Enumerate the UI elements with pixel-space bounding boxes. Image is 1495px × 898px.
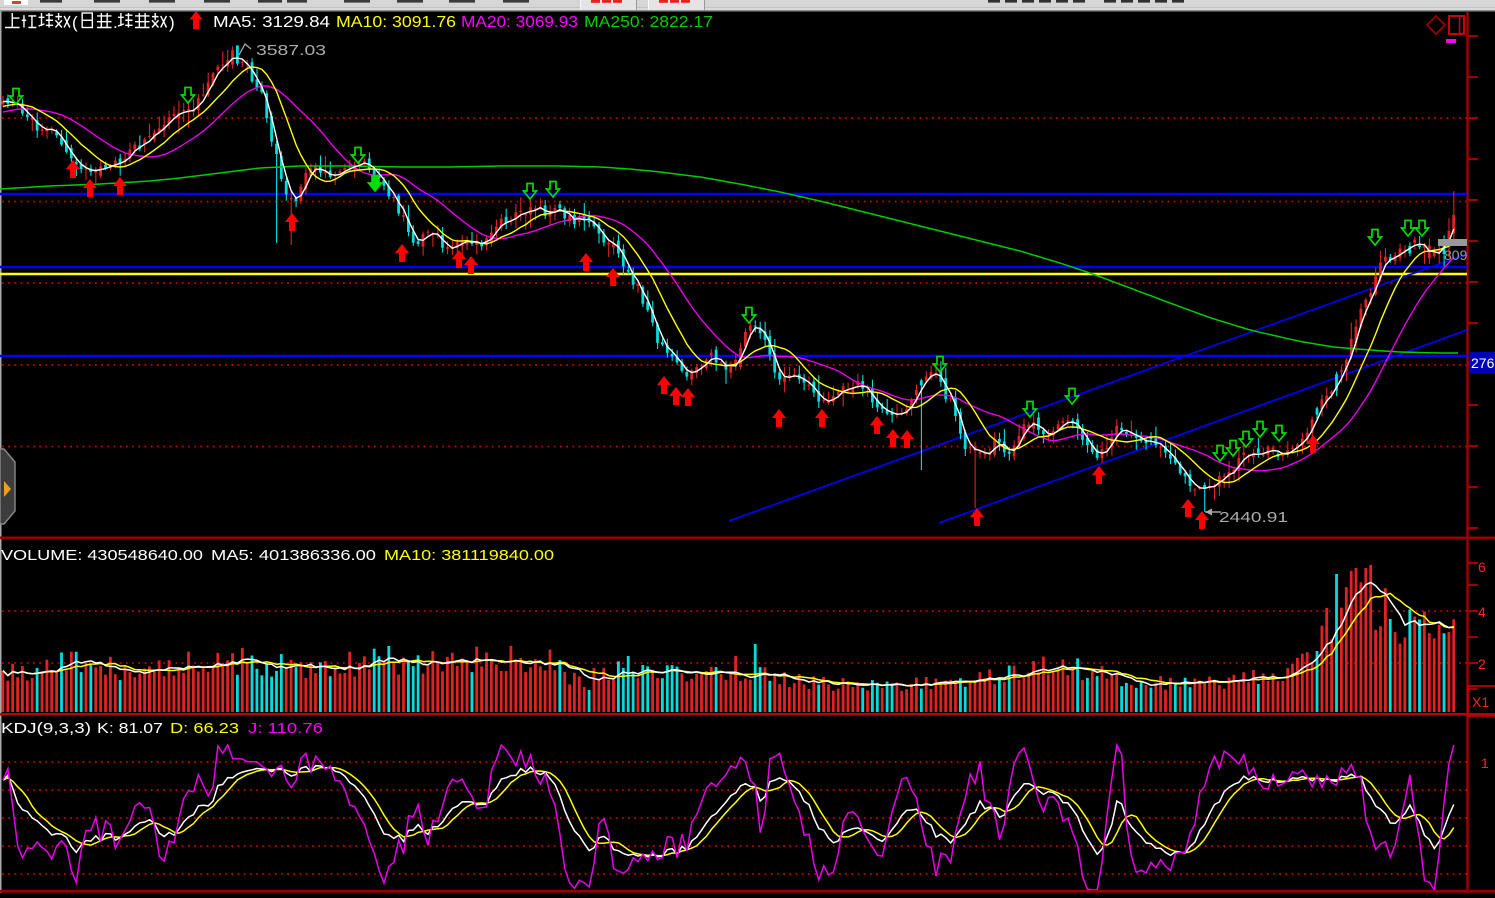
svg-text:MA5: 401386336.00: MA5: 401386336.00	[211, 547, 376, 564]
svg-text:J: 110.76: J: 110.76	[248, 720, 323, 737]
svg-text:6: 6	[1478, 559, 1486, 575]
svg-text:K: 81.07: K: 81.07	[97, 720, 163, 737]
svg-text:MA20: 3069.93: MA20: 3069.93	[461, 14, 578, 31]
svg-text:(: (	[72, 13, 78, 32]
svg-text:X1: X1	[1472, 694, 1489, 710]
svg-text:MA250: 2822.17: MA250: 2822.17	[584, 14, 713, 31]
svg-text:D: 66.23: D: 66.23	[170, 720, 239, 737]
svg-text:): )	[169, 13, 175, 32]
svg-text:4: 4	[1478, 604, 1486, 620]
svg-text:3587.03: 3587.03	[256, 42, 326, 59]
svg-text:VOLUME: 430548640.00: VOLUME: 430548640.00	[1, 547, 203, 564]
svg-text:1: 1	[1481, 755, 1489, 771]
svg-text:2440.91: 2440.91	[1219, 509, 1288, 526]
svg-text:KDJ(9,3,3): KDJ(9,3,3)	[1, 720, 91, 737]
svg-text:MA10: 3091.76: MA10: 3091.76	[336, 14, 456, 31]
svg-text:2766: 2766	[1471, 355, 1495, 371]
svg-text:MA10: 381119840.00: MA10: 381119840.00	[384, 547, 554, 564]
svg-text:MA5: 3129.84: MA5: 3129.84	[213, 14, 330, 31]
svg-text:809: 809	[1444, 247, 1468, 263]
svg-text:2: 2	[1478, 656, 1486, 672]
svg-text:.: .	[113, 13, 118, 32]
